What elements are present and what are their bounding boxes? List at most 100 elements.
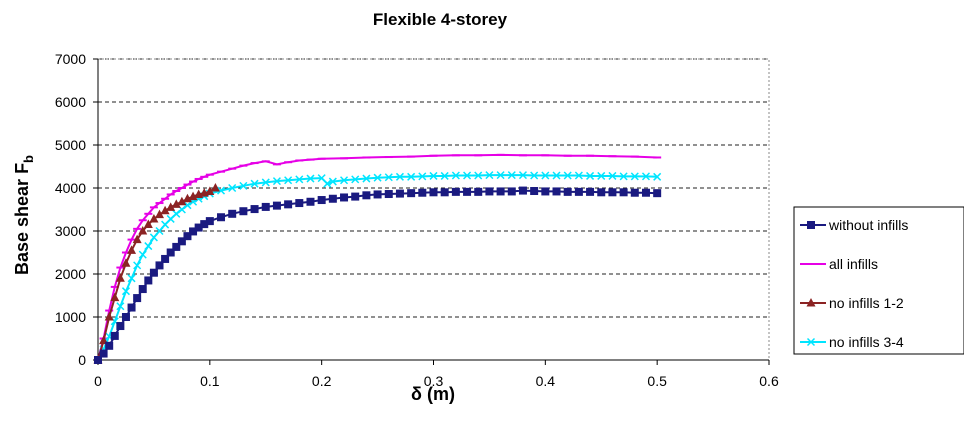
- data-point: [429, 171, 438, 180]
- legend-item: no infills 1-2: [800, 295, 904, 311]
- data-point: [586, 187, 595, 196]
- data-point: [619, 172, 628, 181]
- data-point: [440, 171, 449, 180]
- data-point: [138, 226, 148, 235]
- data-point: [160, 205, 170, 215]
- data-point: [121, 287, 130, 296]
- data-point: [284, 176, 293, 185]
- data-point: [552, 171, 561, 180]
- data-point: [127, 303, 136, 312]
- data-point: [217, 213, 226, 222]
- data-point: [574, 171, 583, 180]
- legend-marker: [807, 221, 815, 229]
- y-tick-labels: 0 1000 2000 3000 4000 5000 6000 7000: [55, 51, 86, 368]
- data-point: [205, 217, 214, 226]
- y-tick-label: 4000: [55, 180, 86, 196]
- data-point: [597, 171, 606, 180]
- data-point: [228, 183, 237, 193]
- data-point: [317, 196, 326, 205]
- x-axis-title: δ (m): [411, 384, 455, 404]
- data-point: [306, 197, 315, 206]
- data-point: [474, 187, 483, 196]
- data-point: [608, 188, 617, 197]
- data-point: [340, 193, 349, 202]
- data-point: [127, 274, 136, 283]
- data-point: [395, 189, 404, 198]
- data-point: [143, 219, 153, 229]
- data-point: [507, 187, 516, 196]
- data-point: [161, 254, 170, 263]
- legend-label: no infills 1-2: [829, 295, 904, 311]
- axes: [93, 58, 770, 365]
- data-point: [429, 188, 438, 197]
- data-point: [373, 173, 382, 182]
- data-point: [351, 175, 360, 184]
- legend-label: without infills: [828, 217, 908, 233]
- x-tick-labels: 0 0.1 0.2 0.3 0.4 0.5 0.6: [94, 373, 779, 389]
- data-point: [166, 202, 176, 211]
- data-point: [194, 223, 203, 232]
- y-tick-label: 2000: [55, 266, 86, 282]
- data-point: [250, 179, 259, 188]
- data-point: [272, 201, 281, 210]
- legend-item: no infills 3-4: [800, 334, 904, 350]
- data-point: [463, 187, 472, 196]
- legend-label: no infills 3-4: [829, 334, 904, 350]
- legend-marker: [806, 298, 816, 307]
- data-point: [121, 313, 130, 321]
- data-point: [328, 177, 337, 186]
- data-point: [110, 331, 119, 340]
- data-point: [155, 226, 164, 236]
- data-point: [518, 171, 527, 180]
- data-point: [463, 171, 472, 180]
- y-tick-label: 1000: [55, 309, 86, 325]
- legend-item: without infills: [800, 217, 908, 233]
- y-tick-label: 6000: [55, 94, 86, 110]
- data-point: [586, 171, 595, 180]
- data-point: [306, 174, 315, 183]
- data-point: [144, 242, 153, 251]
- x-tick-label: 0.3: [424, 373, 444, 389]
- legend: without infills all infills no infills 1-2…: [793, 206, 964, 355]
- data-point: [210, 183, 220, 192]
- data-point: [138, 285, 147, 294]
- data-point: [115, 273, 125, 282]
- data-point: [155, 261, 164, 270]
- data-point: [182, 193, 192, 203]
- data-point: [99, 349, 108, 358]
- data-point: [407, 189, 416, 198]
- data-point: [127, 245, 137, 254]
- data-point: [239, 181, 248, 190]
- data-point: [284, 200, 293, 209]
- data-point: [200, 220, 209, 229]
- legend-label: all infills: [829, 256, 878, 272]
- data-point: [228, 209, 237, 218]
- data-point: [116, 302, 125, 311]
- series-line: [97, 189, 658, 361]
- data-point: [261, 202, 270, 211]
- data-point: [104, 312, 114, 321]
- data-point: [94, 356, 102, 364]
- data-point: [541, 171, 550, 180]
- y-axis-title-main: Base shear F: [12, 163, 32, 275]
- data-point: [351, 192, 360, 201]
- data-point: [574, 187, 583, 196]
- data-point: [563, 187, 572, 196]
- data-point: [418, 172, 427, 181]
- y-axis-title: Base shear Fb: [12, 155, 36, 275]
- x-tick-label: 0: [94, 373, 102, 389]
- data-point: [328, 194, 337, 203]
- data-point: [216, 186, 226, 195]
- data-point: [132, 234, 142, 244]
- data-point: [597, 188, 606, 197]
- data-point: [183, 232, 192, 241]
- data-point: [261, 178, 270, 187]
- data-point: [110, 292, 120, 302]
- data-point: [177, 237, 186, 246]
- data-point: [608, 171, 617, 180]
- data-point: [172, 242, 181, 251]
- legend-box: [793, 206, 964, 355]
- data-point: [641, 188, 650, 197]
- data-point: [630, 188, 639, 197]
